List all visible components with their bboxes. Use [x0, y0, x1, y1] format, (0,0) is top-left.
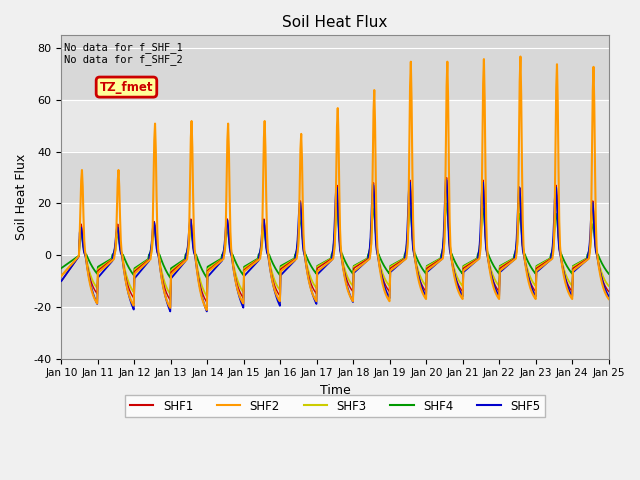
Bar — [61, 204, 609, 255]
Bar — [61, 255, 609, 307]
Y-axis label: Soil Heat Flux: Soil Heat Flux — [15, 154, 28, 240]
Bar — [61, 307, 609, 359]
Title: Soil Heat Flux: Soil Heat Flux — [282, 15, 388, 30]
Bar — [61, 100, 609, 152]
Bar — [61, 152, 609, 204]
Legend: SHF1, SHF2, SHF3, SHF4, SHF5: SHF1, SHF2, SHF3, SHF4, SHF5 — [125, 395, 545, 417]
X-axis label: Time: Time — [320, 384, 351, 397]
Bar — [61, 36, 609, 100]
Text: TZ_fmet: TZ_fmet — [100, 81, 153, 94]
Text: No data for f_SHF_1
No data for f_SHF_2: No data for f_SHF_1 No data for f_SHF_2 — [64, 42, 183, 65]
